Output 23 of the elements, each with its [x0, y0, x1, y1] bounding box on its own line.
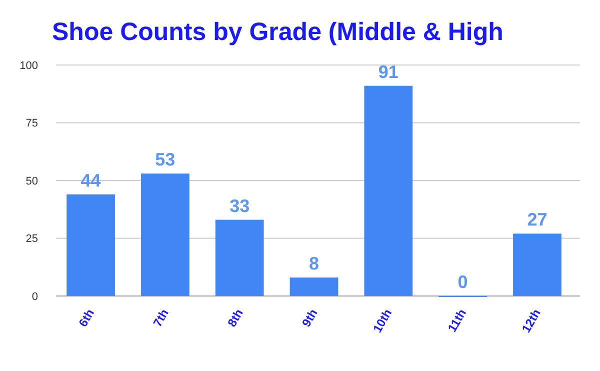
data-label: 44	[80, 170, 101, 190]
bar	[513, 234, 562, 296]
y-tick-label: 100	[20, 60, 38, 72]
x-tick-label: 7th	[150, 306, 172, 330]
data-label: 8	[308, 254, 320, 274]
data-label: 0	[458, 272, 468, 292]
y-tick-label: 50	[26, 175, 38, 188]
data-label: 27	[527, 210, 548, 230]
x-tick-label: 8th	[224, 306, 246, 330]
bar	[66, 194, 115, 296]
y-tick-label: 25	[26, 233, 38, 246]
chart-title: Shoe Counts by Grade (Middle & High	[52, 18, 504, 46]
y-tick-label: 0	[32, 290, 38, 303]
bar	[215, 220, 264, 296]
data-label: 33	[230, 196, 250, 216]
bar	[290, 278, 338, 296]
data-label: 53	[155, 150, 176, 170]
x-tick-label: 6th	[76, 306, 98, 330]
data-label: 91	[378, 62, 398, 82]
y-tick-label: 75	[26, 118, 38, 130]
bar	[141, 174, 190, 296]
x-tick-label: 9th	[299, 306, 320, 330]
bar	[364, 86, 413, 296]
